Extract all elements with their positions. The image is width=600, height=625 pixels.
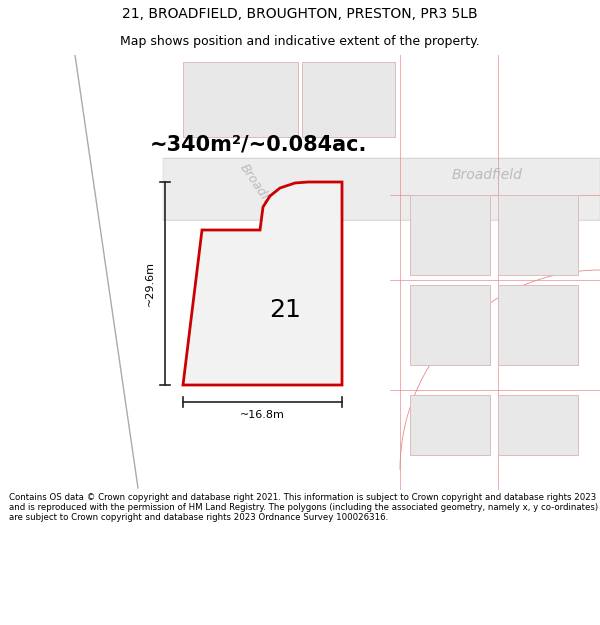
Polygon shape <box>183 62 298 137</box>
Text: Broadfield: Broadfield <box>452 168 523 182</box>
Polygon shape <box>410 195 490 275</box>
Text: ~16.8m: ~16.8m <box>240 410 285 420</box>
Polygon shape <box>410 395 490 455</box>
Polygon shape <box>498 395 578 455</box>
Text: 21, BROADFIELD, BROUGHTON, PRESTON, PR3 5LB: 21, BROADFIELD, BROUGHTON, PRESTON, PR3 … <box>122 7 478 21</box>
Polygon shape <box>410 285 490 365</box>
Polygon shape <box>163 158 600 220</box>
Text: ~29.6m: ~29.6m <box>145 261 155 306</box>
Text: Contains OS data © Crown copyright and database right 2021. This information is : Contains OS data © Crown copyright and d… <box>9 492 598 522</box>
Text: Broadfield: Broadfield <box>237 162 283 222</box>
Polygon shape <box>183 182 342 385</box>
Text: Map shows position and indicative extent of the property.: Map shows position and indicative extent… <box>120 35 480 48</box>
Text: ~340m²/~0.084ac.: ~340m²/~0.084ac. <box>150 135 367 155</box>
Polygon shape <box>498 285 578 365</box>
Polygon shape <box>498 195 578 275</box>
Text: 21: 21 <box>269 298 301 322</box>
Polygon shape <box>302 62 395 137</box>
